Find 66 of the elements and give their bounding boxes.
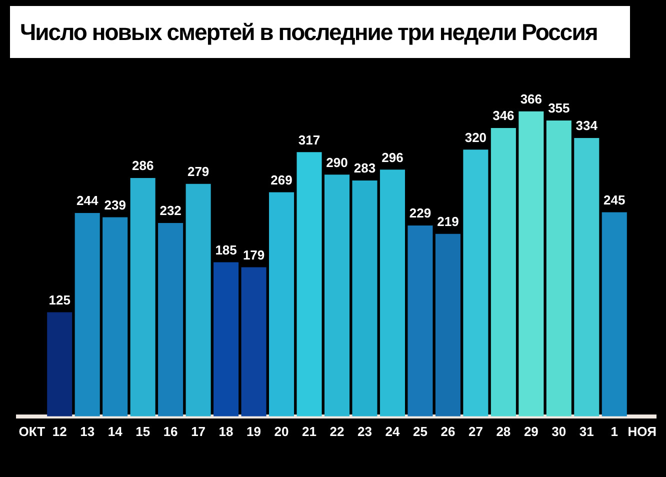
data-label: 244: [76, 193, 99, 208]
x-tick-label: 28: [496, 424, 511, 439]
bar: [296, 152, 322, 416]
data-label: 219: [437, 214, 459, 229]
data-label: 346: [492, 108, 514, 124]
x-tick-label: 29: [524, 424, 538, 439]
bar: [352, 180, 378, 416]
data-label: 279: [187, 164, 210, 179]
data-label: 239: [104, 197, 126, 212]
x-tick-label: 15: [136, 424, 150, 439]
bar: [324, 174, 350, 416]
x-tick-label: 25: [412, 424, 428, 439]
data-label: 366: [520, 91, 542, 106]
data-label: 355: [548, 100, 570, 116]
x-tick-label: 1: [610, 424, 618, 439]
data-label: 229: [409, 206, 432, 221]
bar: [574, 138, 600, 416]
bar: [130, 178, 156, 416]
x-tick-label: 27: [468, 424, 483, 439]
x-tick-label: 13: [80, 424, 95, 439]
bar: [158, 223, 184, 416]
x-tick-label: 20: [274, 424, 289, 439]
data-label: 185: [215, 242, 237, 258]
bar: [214, 262, 239, 416]
x-tick-label: 23: [358, 424, 372, 439]
chart-title: Число новых смертей в последние три недели Россия: [10, 6, 630, 58]
x-tick-label: 12: [52, 424, 67, 439]
x-tick-label: 21: [302, 424, 316, 439]
x-tick-label: 30: [552, 424, 566, 439]
bar: [47, 312, 72, 416]
data-label: 290: [326, 154, 348, 170]
x-tick-label: 19: [246, 424, 262, 439]
bar: [518, 111, 544, 416]
x-tick-label: 26: [440, 424, 456, 439]
bar: [241, 267, 266, 416]
x-tick-label: 31: [579, 424, 594, 439]
bar: [463, 150, 488, 416]
data-label: 317: [298, 132, 320, 148]
data-label: 286: [132, 158, 154, 174]
x-tick-label: 22: [330, 424, 344, 439]
data-label: 296: [382, 150, 404, 165]
bar: [269, 192, 294, 416]
bar: [490, 128, 516, 416]
x-tick-label: НОЯ: [628, 424, 656, 439]
x-tick-label: 18: [218, 424, 234, 439]
x-tick-label: 24: [385, 424, 400, 439]
bar: [74, 213, 100, 416]
bar: [186, 184, 211, 416]
bar: [435, 234, 460, 416]
bar: [602, 212, 627, 416]
x-tick-label: 16: [163, 424, 178, 439]
bar: [380, 170, 405, 416]
data-label: 320: [464, 130, 487, 145]
bar: [102, 217, 128, 416]
data-label: 269: [270, 172, 292, 188]
data-label: 334: [576, 118, 598, 134]
data-label: 232: [160, 203, 182, 218]
data-label: 125: [48, 292, 70, 308]
x-tick-label: ОКТ: [18, 424, 46, 439]
data-label: 245: [604, 192, 626, 208]
bar: [546, 120, 572, 416]
data-label: 179: [242, 247, 265, 262]
x-tick-label: 17: [191, 424, 206, 439]
bar: [408, 226, 433, 416]
x-tick-label: 14: [108, 424, 124, 439]
data-label: 283: [354, 160, 376, 176]
